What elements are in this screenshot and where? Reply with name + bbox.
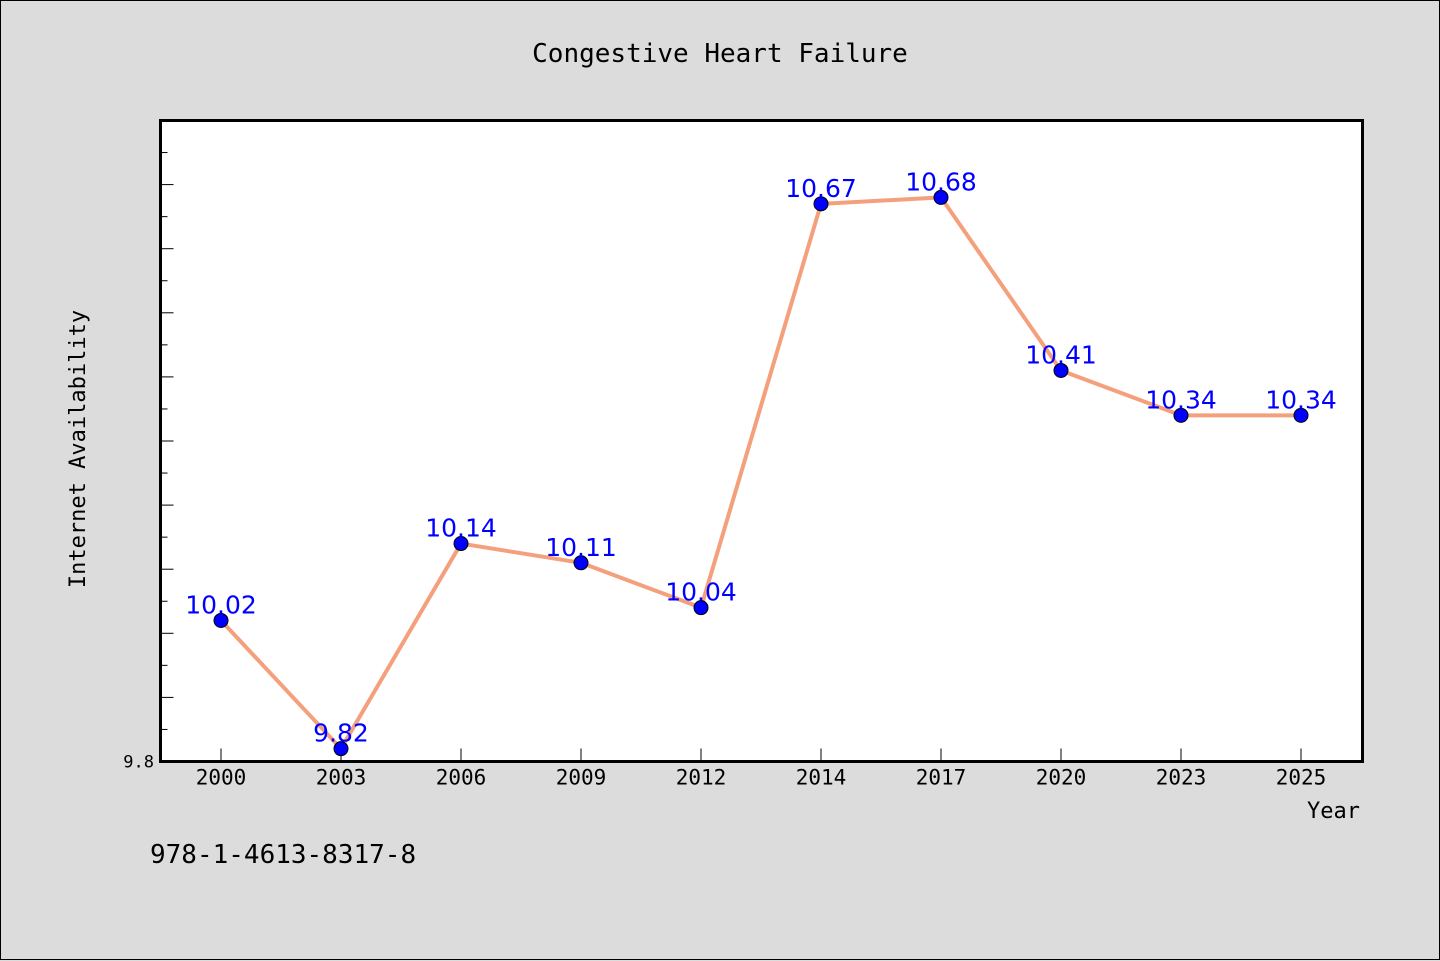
footer-isbn: 978-1-4613-8317-8 xyxy=(150,840,416,870)
data-point-2009 xyxy=(573,555,589,571)
x-tick-label: 2025 xyxy=(1276,766,1327,790)
data-point-2025 xyxy=(1293,407,1309,423)
x-tick-label: 2006 xyxy=(436,766,487,790)
x-tick-label: 2017 xyxy=(916,766,967,790)
data-label-2006: 10.14 xyxy=(425,514,497,543)
x-tick-label: 2020 xyxy=(1036,766,1087,790)
data-label-2023: 10.34 xyxy=(1145,385,1217,414)
plot-area xyxy=(159,119,1364,763)
data-labels-layer: 10.02 9.82 10.14 10.11 10.04 10.67 10.68 10.41 1… xyxy=(185,167,1337,747)
data-point-2014 xyxy=(813,196,829,212)
data-point-2023 xyxy=(1173,407,1189,423)
data-label-2003: 9.82 xyxy=(313,719,369,748)
x-tick-label: 2014 xyxy=(796,766,847,790)
x-tick-label: 2003 xyxy=(316,766,367,790)
data-point-2000 xyxy=(213,612,229,628)
y-axis-label: Internet Availability xyxy=(66,310,91,588)
data-point-2017 xyxy=(933,189,949,205)
data-point-2020 xyxy=(1053,362,1069,378)
data-label-2025: 10.34 xyxy=(1265,385,1337,414)
y-axis-ticks: 9.8 xyxy=(123,120,174,773)
x-axis-label: Year xyxy=(1307,799,1360,824)
data-point-2012 xyxy=(693,600,709,616)
x-tick-label: 2023 xyxy=(1156,766,1207,790)
data-label-2000: 10.02 xyxy=(185,590,257,619)
x-tick-label: 2009 xyxy=(556,766,607,790)
x-tick-label: 2000 xyxy=(196,766,247,790)
x-tick-label: 2012 xyxy=(676,766,727,790)
data-point-2006 xyxy=(453,536,469,552)
data-label-2014: 10.67 xyxy=(785,174,857,203)
data-label-2020: 10.41 xyxy=(1025,340,1097,369)
data-label-2012: 10.04 xyxy=(665,578,737,607)
chart-title: Congestive Heart Failure xyxy=(532,39,908,69)
data-label-2017: 10.68 xyxy=(905,167,977,196)
x-axis-ticks: 2000 2003 2006 2009 2012 2014 2017 2020 2023 2025 xyxy=(196,748,1327,790)
data-label-2009: 10.11 xyxy=(545,533,617,562)
series-line xyxy=(219,195,1303,751)
data-point-2003 xyxy=(333,741,349,757)
series-layer xyxy=(213,189,1309,757)
y-tick-label: 9.8 xyxy=(123,753,154,773)
